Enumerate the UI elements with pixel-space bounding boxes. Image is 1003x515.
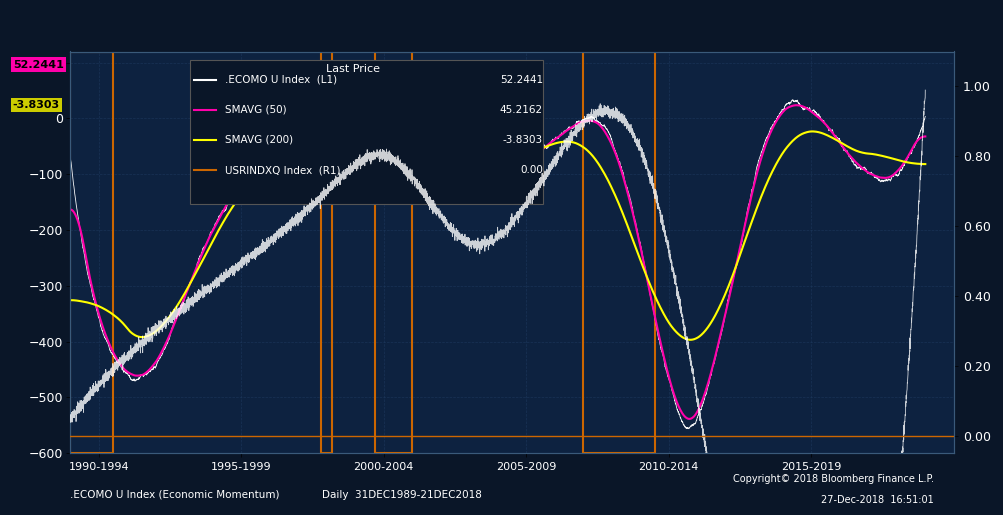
Text: Copyright© 2018 Bloomberg Finance L.P.: Copyright© 2018 Bloomberg Finance L.P. [732,474,933,484]
Text: -3.8303: -3.8303 [503,135,543,145]
Text: SMAVG (200): SMAVG (200) [225,135,293,145]
Text: Last Price: Last Price [326,63,379,74]
Text: Daily  31DEC1989-21DEC2018: Daily 31DEC1989-21DEC2018 [321,490,481,500]
Bar [70,52,113,453]
Text: -3.8303: -3.8303 [13,100,60,110]
Text: 52.2441: 52.2441 [13,60,63,70]
Text: USRINDXQ Index  (R1): USRINDXQ Index (R1) [225,165,340,175]
Text: SMAVG (50): SMAVG (50) [225,105,286,115]
Text: 0.00: 0.00 [520,165,543,175]
Text: 45.2162: 45.2162 [499,105,543,115]
Bar [375,52,412,453]
FancyBboxPatch shape [190,60,543,204]
Bar [583,52,654,453]
Text: .ECOMO U Index (Economic Momentum): .ECOMO U Index (Economic Momentum) [70,490,280,500]
Text: 27-Dec-2018  16:51:01: 27-Dec-2018 16:51:01 [820,495,933,505]
Bar [321,52,332,453]
Text: .ECOMO U Index  (L1): .ECOMO U Index (L1) [225,75,337,84]
Text: 52.2441: 52.2441 [499,75,543,84]
